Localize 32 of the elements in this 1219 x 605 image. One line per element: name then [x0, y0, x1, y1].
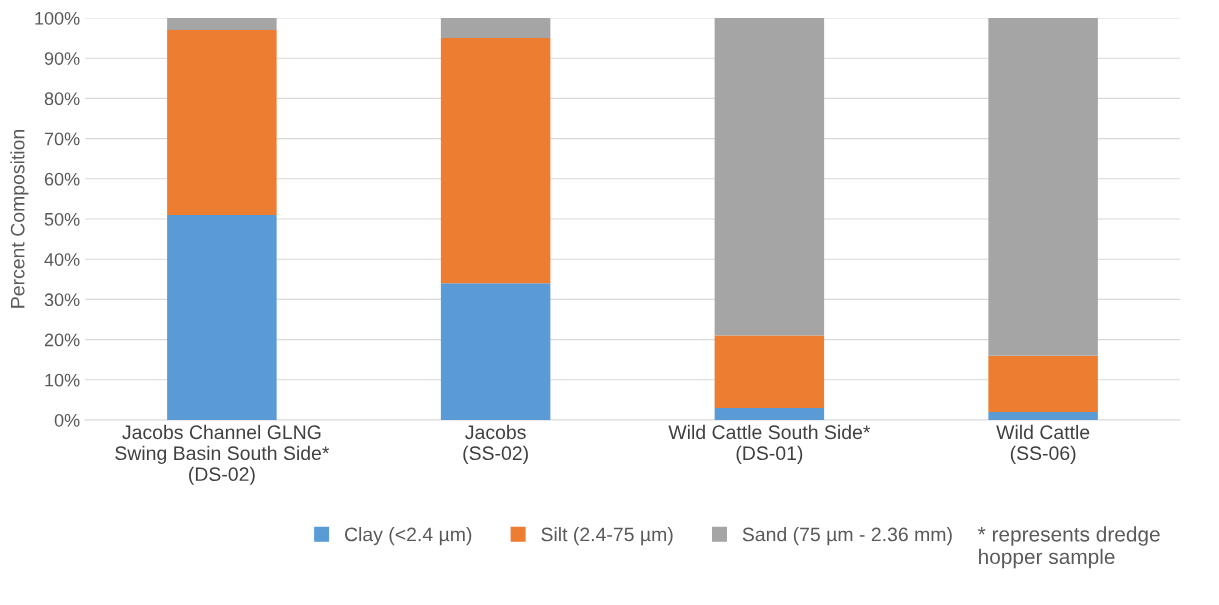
- y-tick-label: 90%: [44, 52, 80, 65]
- bar: [440, 283, 551, 420]
- x-tick-label: Wild Cattle South Side* (DS-01): [668, 424, 871, 464]
- text: * represents dredge hopper sample: [977, 526, 1160, 569]
- bar: [988, 18, 1098, 356]
- y-tick-label: 80%: [44, 92, 80, 106]
- legend-label: Silt (2.4-75 µm): [541, 527, 673, 546]
- bar: [440, 38, 551, 284]
- bar: [167, 30, 277, 215]
- x-tick-label: Wild Cattle (SS-06): [996, 424, 1090, 464]
- y-tick-label: 20%: [44, 333, 80, 347]
- y-tick-label: 50%: [44, 212, 80, 226]
- legend-label: Sand (75 µm - 2.36 mm): [742, 527, 952, 546]
- y-tick-label: 40%: [44, 253, 80, 266]
- y-tick-label: 60%: [44, 172, 80, 186]
- bar: [714, 18, 825, 336]
- y-tick-label: 10%: [45, 373, 80, 387]
- bar: [988, 411, 1098, 420]
- x-tick-label: Jacobs Channel GLNG Swing Basin South Side* (DS-02): [115, 424, 330, 485]
- bar: [167, 214, 277, 420]
- bar: [714, 335, 825, 408]
- y-tick-label: 0%: [54, 413, 80, 427]
- bar: [714, 407, 825, 420]
- y-axis-title: Percent Composition: [10, 130, 29, 308]
- x-tick-label: Jacobs (SS-02): [463, 424, 528, 464]
- y-tick-label: 100%: [35, 11, 80, 25]
- y-tick-label: 30%: [44, 293, 80, 307]
- bar: [440, 18, 551, 39]
- legend-label: Clay (<2.4 µm): [344, 527, 472, 546]
- bar: [167, 18, 277, 31]
- y-tick-label: 70%: [44, 132, 80, 146]
- bar: [988, 355, 1098, 412]
